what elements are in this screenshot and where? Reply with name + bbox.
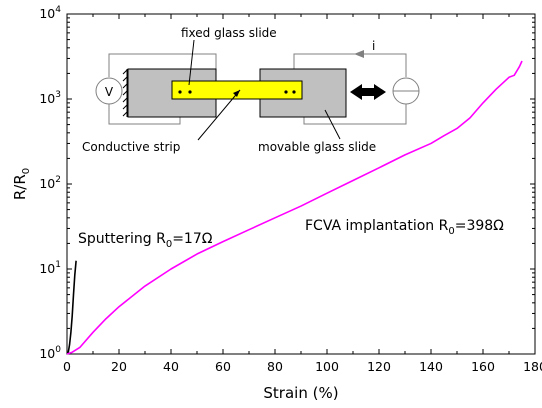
annotation-sputtering-value: =17Ω (172, 231, 213, 247)
wire-voltmeter-top (108, 53, 217, 77)
series-line-fcva (66, 60, 523, 355)
annotation-fcva-sub: 0 (448, 226, 454, 237)
series-line-sputtering (66, 260, 77, 355)
annotation-fcva-text: FCVA implantation R (305, 218, 449, 234)
voltmeter-icon (95, 77, 123, 105)
annotation-fcva: FCVA implantation R0=398Ω (305, 218, 504, 237)
wire-voltmeter-bottom (108, 104, 181, 125)
x-tick-label: 120 (367, 359, 391, 374)
double-arrow-icon (350, 84, 386, 100)
x-axis-ticks: 0 20 40 60 80 100 120 140 160 180 (63, 14, 542, 374)
y-tick-label: 101 (39, 260, 61, 276)
inset-schematic: V i fixed glass slide Conductive strip m… (82, 26, 420, 154)
strip-contact-1 (178, 90, 182, 94)
y-tick-exponent: 3 (55, 90, 61, 100)
y-tick-exponent: 0 (55, 345, 61, 355)
y-tick-base: 10 (39, 261, 55, 276)
x-tick-label: 40 (163, 359, 179, 374)
current-label: i (372, 39, 375, 53)
wire-source-bottom (303, 104, 407, 125)
y-axis-title-base: R/R (11, 174, 29, 200)
movable-slide-label: movable glass slide (258, 140, 376, 154)
x-tick-label: 20 (111, 359, 127, 374)
conductive-strip (171, 80, 303, 100)
annotation-fcva-value: =398Ω (455, 218, 504, 234)
y-tick-base: 10 (39, 176, 55, 191)
y-tick-exponent: 2 (55, 175, 61, 185)
y-tick-label: 102 (39, 175, 61, 191)
y-axis-title-sub: 0 (21, 168, 32, 174)
voltmeter-symbol: V (105, 85, 114, 99)
current-arrow-icon (354, 50, 364, 58)
x-tick-label: 140 (419, 359, 443, 374)
strip-label: Conductive strip (82, 140, 180, 154)
y-tick-base: 10 (39, 6, 55, 21)
y-tick-exponent: 4 (55, 5, 61, 15)
x-tick-label: 80 (267, 359, 283, 374)
annotation-sputtering-text: Sputtering R (78, 231, 166, 247)
y-tick-label: 104 (39, 5, 61, 21)
strip-leader-arrowhead (233, 90, 240, 97)
x-tick-label: 60 (215, 359, 231, 374)
strip-contact-4 (292, 90, 296, 94)
strip-contact-3 (284, 90, 288, 94)
x-tick-label: 180 (523, 359, 542, 374)
x-axis-title: Strain (%) (263, 384, 338, 402)
plot-frame (66, 13, 536, 355)
y-axis-title: R/R0 (11, 168, 32, 200)
y-tick-label: 103 (39, 90, 61, 106)
fixed-slide-label: fixed glass slide (181, 26, 277, 40)
x-tick-label: 100 (315, 359, 339, 374)
x-tick-label: 0 (63, 359, 71, 374)
x-tick-label: 160 (471, 359, 495, 374)
annotation-sputtering: Sputtering R0=17Ω (78, 231, 213, 250)
wire-source-top (293, 53, 407, 77)
y-tick-base: 10 (39, 346, 55, 361)
strip-contact-2 (188, 90, 192, 94)
fixed-wall-hatch (122, 69, 128, 117)
strip-leader (197, 89, 241, 141)
y-tick-base: 10 (39, 91, 55, 106)
annotation-sputtering-sub: 0 (166, 239, 172, 250)
y-tick-exponent: 1 (55, 260, 61, 270)
fixed-slide-leader (188, 39, 195, 86)
y-tick-label: 100 (39, 345, 61, 361)
series-layer (66, 60, 523, 355)
movable-slide-leader (324, 109, 341, 140)
